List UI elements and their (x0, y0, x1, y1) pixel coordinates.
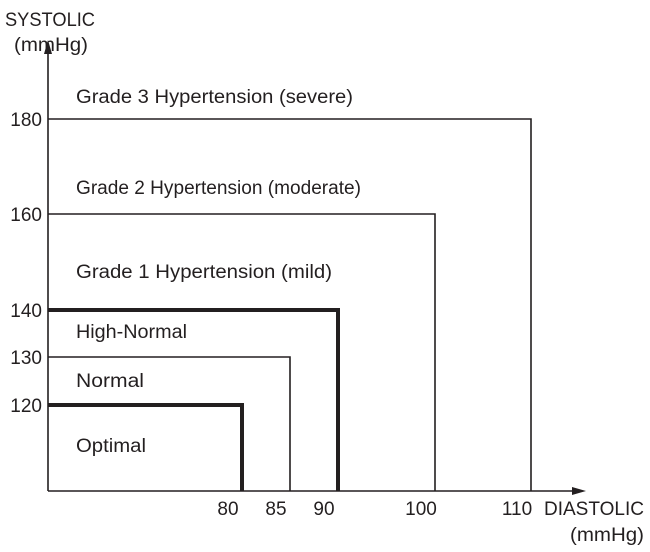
region-boundary-130-85 (48, 356, 291, 491)
region-label: Normal (76, 371, 144, 392)
x-tick-label: 100 (405, 499, 437, 520)
x-axis-label: DIASTOLIC (544, 499, 644, 520)
x-tick-label: 85 (265, 499, 286, 520)
region-label: Grade 2 Hypertension (moderate) (76, 178, 361, 199)
region-label: Optimal (76, 436, 146, 457)
y-tick-label: 130 (10, 348, 42, 369)
region-label: Grade 3 Hypertension (severe) (76, 87, 353, 108)
y-axis-unit: (mmHg) (14, 35, 88, 56)
y-axis-arrow-icon (44, 40, 52, 54)
y-tick-label: 140 (10, 301, 42, 322)
region-label: High-Normal (76, 322, 187, 343)
y-axis-label: SYSTOLIC (5, 10, 95, 31)
x-tick-label: 80 (217, 499, 238, 520)
y-tick-label: 160 (10, 205, 42, 226)
region-boundary-140-90 (48, 308, 340, 491)
region-boundary-160-100 (48, 213, 436, 491)
x-axis-unit: (mmHg) (570, 525, 644, 546)
y-tick-label: 120 (10, 396, 42, 417)
region-boundary-120-80 (48, 403, 244, 491)
region-label: Grade 1 Hypertension (mild) (76, 262, 332, 283)
x-axis-arrow-icon (572, 487, 586, 495)
x-tick-label: 110 (502, 499, 532, 520)
y-tick-label: 180 (10, 110, 42, 131)
region-boundary-180-110 (48, 118, 532, 491)
x-tick-label: 90 (313, 499, 334, 520)
